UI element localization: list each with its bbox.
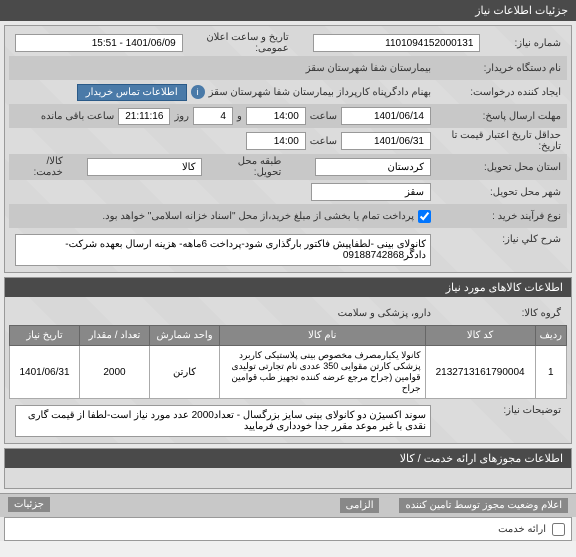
remaining-label: ساعت باقی مانده: [41, 111, 114, 122]
cell-qty: 2000: [80, 346, 150, 399]
buyer-value: بیمارستان شفا شهرستان سقز: [306, 63, 431, 74]
goods-table: ردیف کد کالا نام کالا واحد شمارش تعداد /…: [9, 325, 567, 399]
goods-table-head: ردیف کد کالا نام کالا واحد شمارش تعداد /…: [10, 326, 567, 346]
province-value: کردستان: [315, 158, 431, 176]
request-number-label: شماره نیاز:: [480, 38, 561, 49]
footer-right: جزئیات: [8, 498, 50, 513]
row-creator: ایجاد کننده درخواست: بهنام دادگرپناه کار…: [9, 80, 567, 104]
footer-left: اعلام وضعیت مجوز توسط تامین کننده الزامی: [340, 498, 568, 513]
row-request-number: شماره نیاز: 1101094152000131 تاریخ و ساع…: [9, 30, 567, 56]
days-label: روز: [174, 111, 189, 122]
process-label: نوع فرآیند خرید :: [431, 211, 561, 222]
province-label: استان محل تحویل:: [431, 162, 561, 173]
row-process: نوع فرآیند خرید : پرداخت تمام یا بخشی از…: [9, 204, 567, 228]
credit-time: 14:00: [246, 132, 306, 150]
city-field: سقز: [15, 183, 431, 201]
permit-checkbox[interactable]: [552, 523, 565, 536]
details-section: شماره نیاز: 1101094152000131 تاریخ و ساع…: [4, 25, 572, 273]
row-group: گروه کالا: دارو، پزشکی و سلامت: [9, 301, 567, 325]
process-field: پرداخت تمام یا بخشی از مبلغ خرید،از محل …: [15, 210, 431, 223]
announce-date-value: 1401/06/09 - 15:51: [15, 34, 183, 52]
page-title: جزئیات اطلاعات نیاز: [475, 5, 568, 17]
group-value: دارو، پزشکی و سلامت: [338, 308, 431, 319]
summary-text: کانولای بینی -لطفاپیش فاکتور بارگذاری شو…: [15, 234, 431, 266]
goods-section-title: اطلاعات کالاهای مورد نیاز: [5, 278, 571, 297]
goods-body: گروه کالا: دارو، پزشکی و سلامت ردیف کد ک…: [5, 297, 571, 443]
page-header: جزئیات اطلاعات نیاز: [0, 0, 576, 21]
main-container: جزئیات اطلاعات نیاز شماره نیاز: 11010941…: [0, 0, 576, 541]
note-field: سوند اکسیژن دو کانولای بینی سایز بزرگسال…: [15, 405, 431, 437]
status-header: اعلام وضعیت مجوز توسط تامین کننده: [399, 498, 568, 513]
details-header: جزئیات: [8, 497, 50, 512]
row-deadline: مهلت ارسال پاسخ: 1401/06/14 ساعت 14:00 و…: [9, 104, 567, 128]
col-code: کد کالا: [425, 326, 535, 346]
deadline-label: مهلت ارسال پاسخ:: [431, 111, 561, 122]
deadline-time: 14:00: [246, 107, 306, 125]
footer-row: اعلام وضعیت مجوز توسط تامین کننده الزامی…: [0, 493, 576, 517]
request-number-field: 1101094152000131 تاریخ و ساعت اعلان عموم…: [15, 32, 480, 54]
province-field: کردستان طبقه محل تحویل: کالا کالا/خدمت:: [15, 156, 431, 178]
info-icon: i: [191, 85, 205, 99]
credit-date-label: حداقل تاریخ اعتبار قیمت تا تاریخ:: [431, 130, 561, 152]
row-buyer: نام دستگاه خریدار: بیمارستان شفا شهرستان…: [9, 56, 567, 80]
days-value: 4: [193, 107, 233, 125]
buyer-label: نام دستگاه خریدار:: [431, 63, 561, 74]
mandatory-header: الزامی: [340, 498, 380, 513]
deadline-field: 1401/06/14 ساعت 14:00 و 4 روز 21:11:16 س…: [15, 107, 431, 125]
city-value: سقز: [311, 183, 431, 201]
time-label-2: ساعت: [310, 136, 337, 147]
row-province: استان محل تحویل: کردستان طبقه محل تحویل:…: [9, 154, 567, 180]
process-checkbox[interactable]: [418, 210, 431, 223]
category-label: طبقه محل تحویل:: [206, 156, 281, 178]
credit-date-field: 1401/06/31 ساعت 14:00: [15, 132, 431, 150]
credit-date: 1401/06/31: [341, 132, 431, 150]
row-note: توضیحات نیاز: سوند اکسیژن دو کانولای بین…: [9, 399, 567, 439]
creator-field: بهنام دادگرپناه کارپرداز بیمارستان شفا ش…: [15, 84, 431, 101]
goods-section: اطلاعات کالاهای مورد نیاز گروه کالا: دار…: [4, 277, 572, 444]
permits-section-title: اطلاعات مجوزهای ارائه خدمت / کالا: [5, 449, 571, 468]
category-value: کالا: [87, 158, 203, 176]
permits-body: [5, 468, 571, 488]
row-city: شهر محل تحویل: سقز: [9, 180, 567, 204]
col-name: نام کالا: [220, 326, 426, 346]
col-unit: واحد شمارش: [150, 326, 220, 346]
time-label-1: ساعت: [310, 111, 337, 122]
deadline-date: 1401/06/14: [341, 107, 431, 125]
permit-row: ارائه خدمت: [4, 517, 572, 541]
note-text: سوند اکسیژن دو کانولای بینی سایز بزرگسال…: [15, 405, 431, 437]
creator-value: بهنام دادگرپناه کارپرداز بیمارستان شفا ش…: [209, 87, 431, 98]
and-label: و: [237, 111, 242, 122]
process-text: پرداخت تمام یا بخشی از مبلغ خرید،از محل …: [102, 211, 414, 222]
col-idx: ردیف: [535, 326, 566, 346]
col-date: تاریخ نیاز: [10, 326, 80, 346]
buyer-field: بیمارستان شفا شهرستان سقز: [15, 63, 431, 74]
goods-table-body: 1 2132713161790004 کانولا یکبارمصرف مخصو…: [10, 346, 567, 399]
cell-code: 2132713161790004: [425, 346, 535, 399]
col-qty: تعداد / مقدار: [80, 326, 150, 346]
request-number-value: 1101094152000131: [313, 34, 481, 52]
note-label: توضیحات نیاز:: [431, 405, 561, 416]
countdown: 21:11:16: [118, 108, 170, 125]
goods-header-row: ردیف کد کالا نام کالا واحد شمارش تعداد /…: [10, 326, 567, 346]
details-body: شماره نیاز: 1101094152000131 تاریخ و ساع…: [5, 26, 571, 272]
summary-label: شرح کلي نياز:: [431, 234, 561, 245]
cell-unit: کارتن: [150, 346, 220, 399]
group-label: گروه کالا:: [431, 308, 561, 319]
row-summary: شرح کلي نياز: کانولای بینی -لطفاپیش فاکت…: [9, 228, 567, 268]
summary-field: کانولای بینی -لطفاپیش فاکتور بارگذاری شو…: [15, 234, 431, 266]
contact-info-button[interactable]: اطلاعات تماس خریدار: [77, 84, 187, 101]
announce-date-label: تاریخ و ساعت اعلان عمومی:: [187, 32, 289, 54]
permits-section: اطلاعات مجوزهای ارائه خدمت / کالا: [4, 448, 572, 489]
cell-date: 1401/06/31: [10, 346, 80, 399]
city-label: شهر محل تحویل:: [431, 187, 561, 198]
service-label: کالا/خدمت:: [15, 156, 63, 178]
group-field: دارو، پزشکی و سلامت: [15, 308, 431, 319]
cell-idx: 1: [535, 346, 566, 399]
permit-type: ارائه خدمت: [498, 524, 546, 535]
cell-name: کانولا یکبارمصرف مخصوص بینی پلاستیکی کار…: [220, 346, 426, 399]
table-row: 1 2132713161790004 کانولا یکبارمصرف مخصو…: [10, 346, 567, 399]
creator-label: ایجاد کننده درخواست:: [431, 87, 561, 98]
row-credit-date: حداقل تاریخ اعتبار قیمت تا تاریخ: 1401/0…: [9, 128, 567, 154]
